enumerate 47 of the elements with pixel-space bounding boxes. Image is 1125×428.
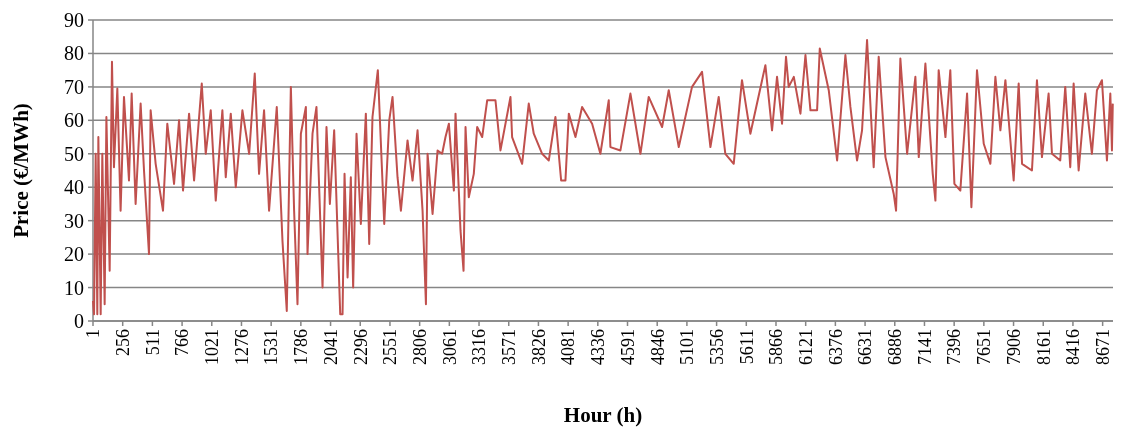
- x-tick-label: 3571: [499, 329, 520, 365]
- x-tick-label: 6376: [825, 329, 846, 365]
- x-tick-label: 4591: [617, 329, 638, 365]
- y-tick-label: 60: [64, 109, 84, 132]
- y-tick-label: 20: [64, 243, 84, 266]
- y-axis-title: Price (€/MWh): [9, 103, 33, 238]
- x-tick-label: 5866: [766, 329, 787, 365]
- x-tick-label: 2041: [320, 329, 341, 365]
- x-tick-label: 1276: [231, 329, 252, 365]
- x-tick-label: 1021: [202, 329, 223, 365]
- x-tick-label: 1: [83, 329, 104, 338]
- x-tick-label: 7141: [914, 329, 935, 365]
- x-tick-label: 5611: [736, 329, 757, 365]
- y-tick-label: 40: [64, 176, 84, 199]
- x-tick-label: 8416: [1063, 329, 1084, 365]
- x-tick-label: 8671: [1092, 329, 1113, 365]
- x-tick-label: 3316: [469, 329, 490, 365]
- x-tick-label: 6631: [855, 329, 876, 365]
- x-tick-label: 5101: [677, 329, 698, 365]
- y-tick-label: 0: [74, 310, 84, 332]
- x-tick-label: 1786: [291, 329, 312, 365]
- x-tick-label: 4336: [588, 329, 609, 365]
- x-tick-label: 3061: [439, 329, 460, 365]
- y-tick-label: 90: [64, 9, 84, 31]
- x-tick-label: 3826: [528, 329, 549, 365]
- x-tick-label: 8161: [1033, 329, 1054, 365]
- x-tick-label: 766: [172, 329, 193, 356]
- x-axis-title: Hour (h): [563, 403, 643, 427]
- x-tick-label: 6121: [795, 329, 816, 365]
- y-tick-label: 70: [64, 75, 84, 98]
- x-tick-label: 7651: [974, 329, 995, 365]
- y-tick-label: 30: [64, 209, 84, 232]
- x-tick-label: 4846: [647, 329, 668, 365]
- x-tick-label: 1531: [261, 329, 282, 365]
- y-tick-label: 80: [64, 42, 84, 65]
- x-tick-label: 7396: [944, 329, 965, 365]
- x-tick-label: 2296: [350, 329, 371, 365]
- x-tick-label: 7906: [1003, 329, 1024, 365]
- y-tick-label: 10: [64, 276, 84, 299]
- x-tick-label: 5356: [706, 329, 727, 365]
- x-tick-label: 4081: [558, 329, 579, 365]
- x-tick-label: 2806: [409, 329, 430, 365]
- x-tick-label: 256: [113, 329, 133, 356]
- x-tick-label: 511: [142, 329, 163, 356]
- x-tick-label: 2551: [380, 329, 401, 365]
- x-tick-label: 6886: [885, 329, 906, 365]
- y-tick-label: 50: [64, 142, 84, 165]
